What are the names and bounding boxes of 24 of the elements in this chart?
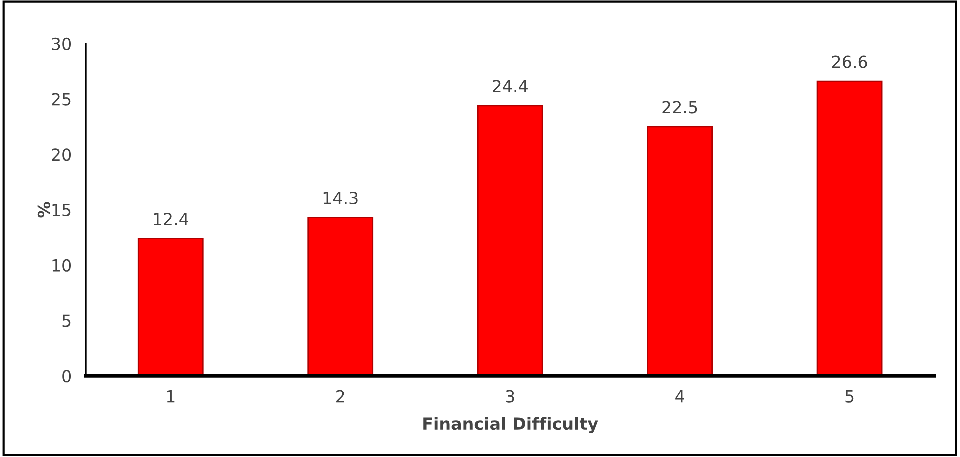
data-label: 26.6 — [832, 56, 868, 68]
bar — [816, 80, 883, 376]
x-tick-label: 4 — [676, 390, 684, 403]
x-tick-label: 5 — [846, 390, 854, 403]
y-tick-label: 5 — [62, 314, 71, 328]
y-tick-label: 20 — [52, 148, 72, 162]
data-label: 12.4 — [154, 212, 188, 226]
y-tick-label: 15 — [52, 204, 71, 217]
data-label: 22.5 — [662, 101, 698, 114]
x-tick-label: 2 — [336, 390, 344, 403]
y-tick-label: 0 — [62, 370, 72, 383]
bar — [647, 126, 714, 376]
y-tick-label: 30 — [52, 38, 72, 50]
data-label: 14.3 — [324, 192, 358, 205]
x-tick-label: 1 — [167, 390, 175, 403]
x-axis-title: Financial Difficulty — [424, 417, 598, 434]
bar — [138, 238, 204, 376]
x-tick-label: 3 — [506, 390, 514, 403]
y-tick-label: 10 — [52, 259, 72, 272]
bar — [477, 105, 544, 376]
y-axis-title: % — [38, 202, 50, 218]
y-tick-label: 25 — [52, 93, 71, 106]
bar — [308, 217, 374, 376]
data-label: 24.4 — [493, 80, 528, 92]
